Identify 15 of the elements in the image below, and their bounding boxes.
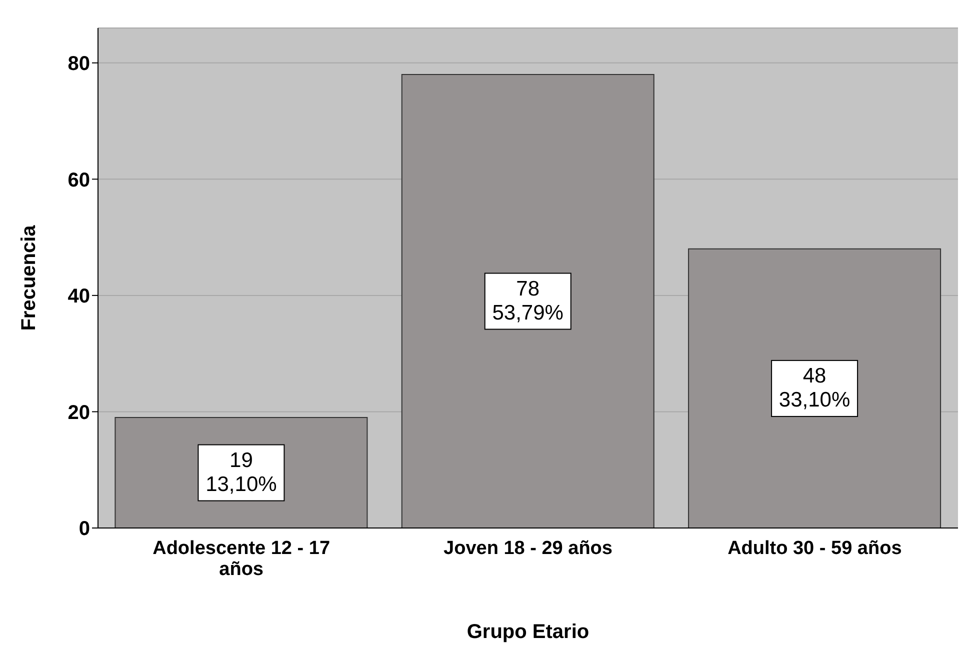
y-tick-label: 80: [68, 52, 90, 75]
y-axis-title: Frecuencia: [18, 224, 40, 331]
data-label: 19 13,10%: [206, 448, 277, 496]
data-label: 78 53,79%: [492, 277, 564, 324]
y-tick-label: 60: [68, 169, 90, 192]
y-tick-label: 0: [78, 518, 90, 540]
x-tick-label: Joven 18 - 29 años: [444, 538, 612, 559]
y-tick-label: 20: [68, 402, 90, 424]
data-label: 48 33,10%: [778, 364, 850, 412]
y-tick-label: 40: [68, 286, 90, 308]
x-tick-label: Adulto 30 - 59 años: [728, 538, 902, 559]
bar: [401, 74, 654, 528]
x-axis-title: Grupo Etario: [466, 621, 590, 643]
bar: [688, 248, 942, 528]
x-tick-label: Adolescente 12 - 17 años: [152, 538, 330, 580]
